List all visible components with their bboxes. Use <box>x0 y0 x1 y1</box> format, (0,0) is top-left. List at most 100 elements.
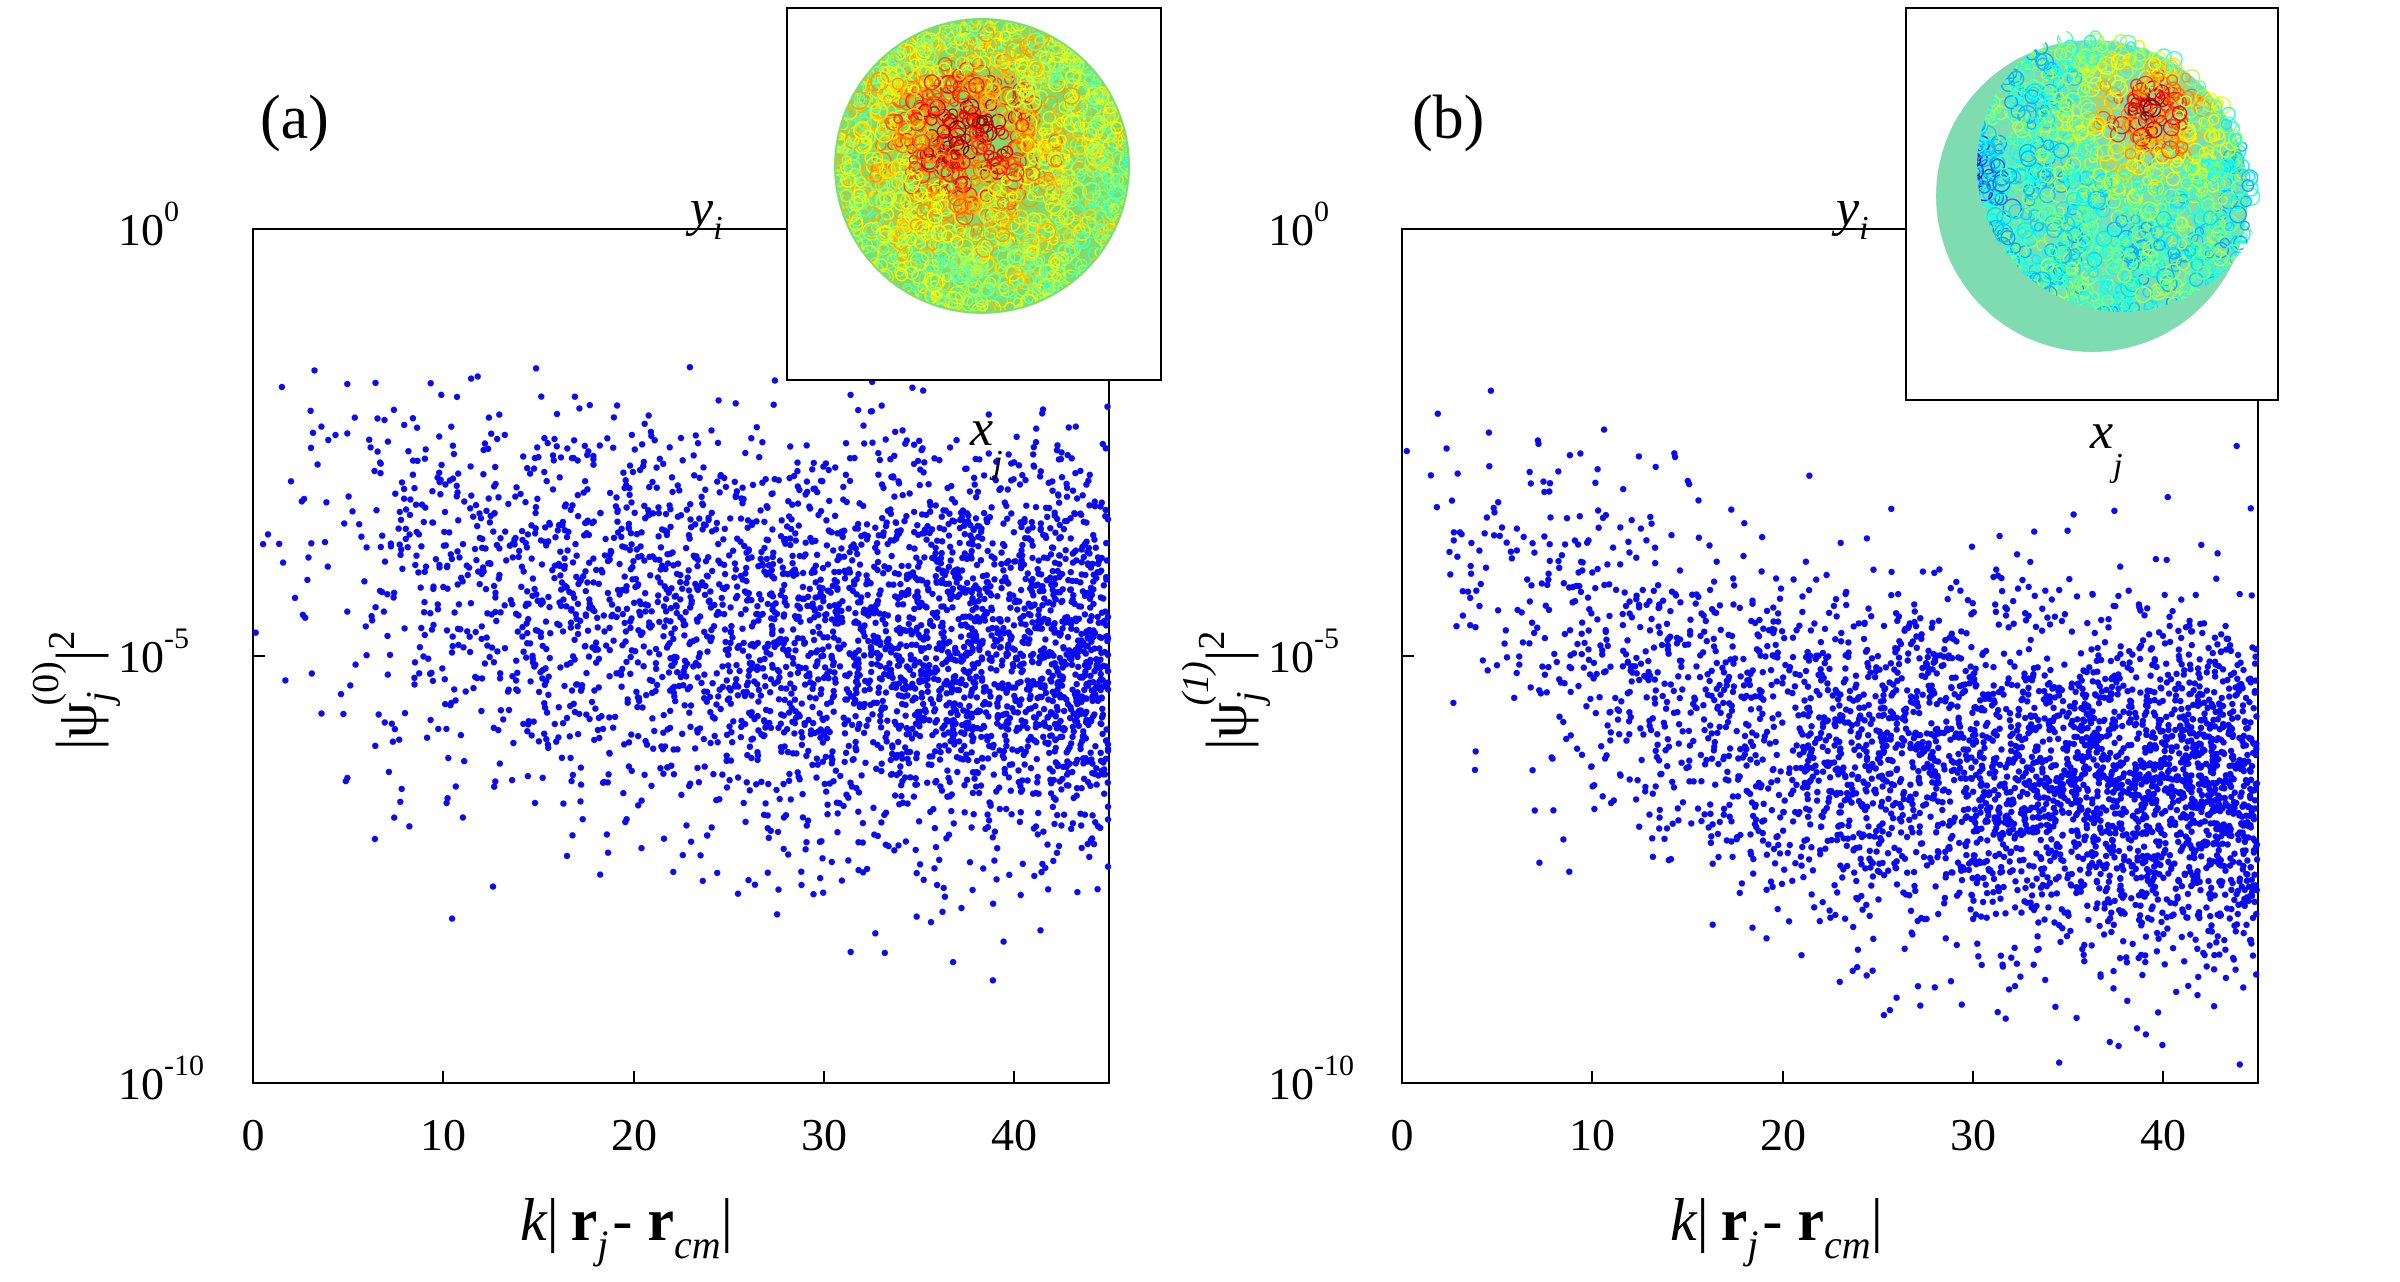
scatter-point <box>964 724 971 731</box>
scatter-point <box>679 457 686 464</box>
scatter-point <box>581 478 589 485</box>
scatter-point <box>785 646 792 654</box>
scatter-point <box>961 809 968 816</box>
scatter-point <box>1018 556 1025 564</box>
scatter-point <box>981 595 988 603</box>
scatter-point <box>1089 812 1096 819</box>
scatter-point <box>628 731 635 738</box>
scatter-point <box>384 671 391 678</box>
scatter-point <box>913 781 921 788</box>
scatter-point <box>538 561 546 568</box>
scatter-point <box>526 640 534 647</box>
scatter-point <box>823 735 831 742</box>
scatter-point <box>1035 557 1042 564</box>
scatter-point <box>975 543 982 550</box>
scatter-point <box>1057 455 1065 463</box>
scatter-point <box>1083 708 1090 715</box>
scatter-point <box>988 732 995 740</box>
scatter-point <box>611 713 619 720</box>
scatter-point <box>570 437 578 444</box>
scatter-point <box>931 865 938 872</box>
scatter-point <box>673 570 681 578</box>
scatter-point <box>726 552 733 559</box>
scatter-point <box>946 638 953 645</box>
scatter-point <box>1048 581 1055 588</box>
scatter-point <box>980 865 987 872</box>
scatter-point <box>810 459 817 467</box>
scatter-point <box>1013 433 1020 440</box>
scatter-point <box>884 717 891 724</box>
scatter-point <box>988 632 995 639</box>
scatter-point <box>913 554 920 561</box>
scatter-point <box>732 400 739 407</box>
scatter-point <box>927 808 934 815</box>
scatter-point <box>932 655 940 662</box>
scatter-point <box>577 617 584 624</box>
scatter-point <box>720 561 728 568</box>
scatter-point <box>1082 650 1090 657</box>
scatter-point <box>783 523 791 530</box>
scatter-point <box>954 768 961 776</box>
scatter-point <box>875 689 882 696</box>
scatter-point <box>1073 495 1081 502</box>
scatter-point <box>1042 739 1049 746</box>
scatter-point <box>561 555 568 562</box>
scatter-point <box>569 771 577 779</box>
scatter-point <box>791 730 798 737</box>
scatter-point <box>936 756 944 763</box>
scatter-point <box>652 645 660 653</box>
scatter-point <box>880 570 887 577</box>
scatter-point <box>792 537 799 544</box>
scatter-point <box>628 541 635 548</box>
scatter-point <box>1101 790 1108 797</box>
scatter-point <box>1004 486 1011 493</box>
scatter-point <box>519 623 526 631</box>
scatter-point <box>741 542 748 550</box>
scatter-point <box>441 676 448 683</box>
scatter-point <box>931 455 938 462</box>
scatter-point <box>1047 732 1054 739</box>
scatter-point <box>512 677 520 684</box>
scatter-point <box>725 662 732 669</box>
scatter-point <box>981 611 988 619</box>
scatter-point <box>952 644 959 652</box>
scatter-point <box>1078 844 1085 852</box>
scatter-point <box>685 587 693 594</box>
scatter-point <box>842 749 850 756</box>
scatter-point <box>812 579 819 586</box>
scatter-point <box>1069 487 1077 494</box>
scatter-point <box>968 589 975 596</box>
scatter-point <box>947 557 954 564</box>
scatter-point <box>633 688 640 695</box>
scatter-point <box>994 638 1001 645</box>
scatter-point <box>920 387 927 394</box>
scatter-point <box>1090 678 1097 686</box>
scatter-point <box>721 525 728 532</box>
scatter-point <box>810 568 817 575</box>
scatter-point <box>567 702 574 710</box>
scatter-point <box>455 601 463 608</box>
scatter-point <box>1077 745 1084 753</box>
scatter-point <box>1093 661 1100 669</box>
scatter-point <box>610 444 617 451</box>
scatter-point <box>756 453 763 461</box>
scatter-point <box>785 851 792 858</box>
scatter-point <box>1071 717 1079 724</box>
scatter-point <box>905 562 912 570</box>
scatter-point <box>457 731 465 739</box>
scatter-point <box>840 641 847 648</box>
scatter-point <box>1010 622 1018 629</box>
scatter-point <box>822 753 829 760</box>
scatter-point <box>642 608 649 615</box>
scatter-point <box>429 519 436 526</box>
scatter-point <box>908 735 916 742</box>
scatter-point <box>551 574 558 582</box>
scatter-point <box>1052 744 1060 752</box>
scatter-point <box>915 818 923 825</box>
scatter-point <box>931 708 938 715</box>
scatter-point <box>882 628 890 635</box>
scatter-point <box>909 725 916 732</box>
scatter-point <box>894 528 901 535</box>
scatter-point <box>916 437 923 444</box>
scatter-point <box>682 544 690 552</box>
